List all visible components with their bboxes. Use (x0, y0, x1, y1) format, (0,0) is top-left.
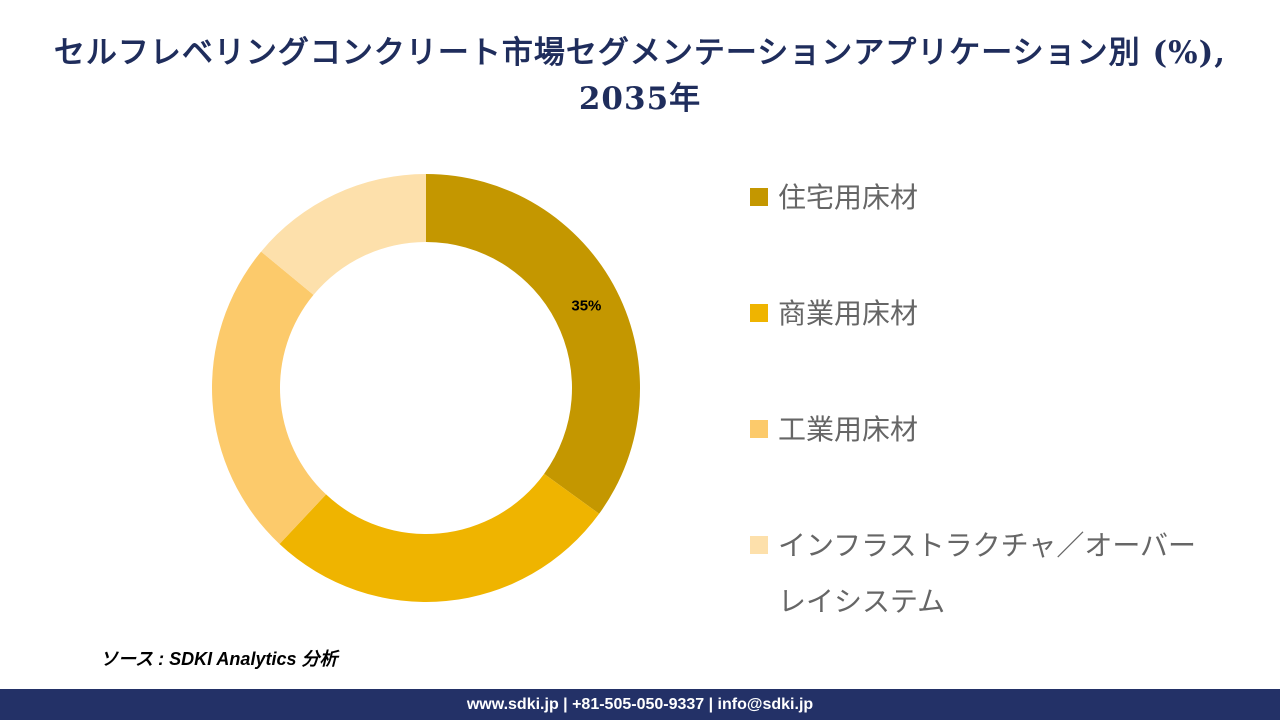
legend-swatch-3 (750, 420, 768, 438)
legend-swatch-4 (750, 536, 768, 554)
legend-label-2: 商業用床材 (778, 297, 919, 330)
donut-slice-3 (212, 251, 327, 544)
chart-title: セルフレベリングコンクリート市場セグメンテーションアプリケーション別 (%), … (53, 35, 1227, 117)
donut-slice-4 (261, 174, 426, 295)
legend-label-4: インフラストラクチャ／オーバーレイシステム (778, 529, 1197, 618)
legend-swatch-1 (750, 188, 768, 206)
legend-label-3: 工業用床材 (778, 413, 919, 446)
source-note: ソース : SDKI Analytics 分析 (100, 649, 338, 669)
data-label-1: 35% (571, 297, 601, 314)
legend-swatch-2 (750, 304, 768, 322)
footer-contact-bar: www.sdki.jp | +81-505-050-9337 | info@sd… (0, 689, 1280, 720)
donut-slice-1 (426, 174, 640, 514)
legend-label-1: 住宅用床材 (778, 181, 919, 214)
donut-slice-2 (279, 473, 600, 602)
